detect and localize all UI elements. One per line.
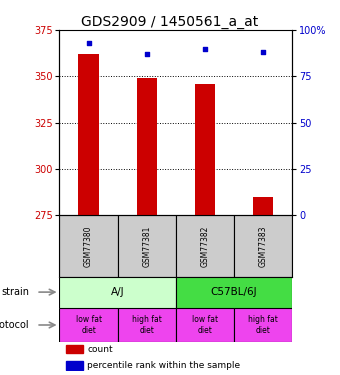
Text: low fat
diet: low fat diet (192, 315, 218, 335)
Bar (59, 215, 118, 277)
Text: low fat
diet: low fat diet (75, 315, 102, 335)
Text: percentile rank within the sample: percentile rank within the sample (87, 361, 241, 370)
Point (144, 51, 150, 57)
Point (202, 45, 208, 51)
Text: count: count (87, 345, 113, 354)
Point (260, 49, 266, 55)
Bar (253, 196, 273, 215)
Point (86, 40, 91, 46)
Bar (79, 54, 99, 215)
Bar (176, 308, 234, 342)
Bar (67, 345, 83, 353)
Bar (176, 215, 234, 277)
Bar (59, 277, 176, 308)
Text: high fat
diet: high fat diet (248, 315, 278, 335)
Bar (118, 308, 176, 342)
Text: A/J: A/J (111, 287, 124, 297)
Text: C57BL/6J: C57BL/6J (211, 287, 257, 297)
Bar (118, 215, 176, 277)
Bar (195, 84, 215, 215)
Text: GSM77381: GSM77381 (142, 225, 151, 267)
Text: high fat
diet: high fat diet (132, 315, 162, 335)
Text: GSM77382: GSM77382 (201, 225, 209, 267)
Bar (137, 78, 157, 215)
Bar (67, 361, 83, 370)
Text: GSM77383: GSM77383 (259, 225, 268, 267)
Text: strain: strain (1, 287, 29, 297)
Text: protocol: protocol (0, 320, 29, 330)
Bar (59, 308, 118, 342)
Text: GDS2909 / 1450561_a_at: GDS2909 / 1450561_a_at (81, 15, 259, 29)
Bar (234, 215, 292, 277)
Bar (176, 277, 292, 308)
Bar (234, 308, 292, 342)
Text: GSM77380: GSM77380 (84, 225, 93, 267)
